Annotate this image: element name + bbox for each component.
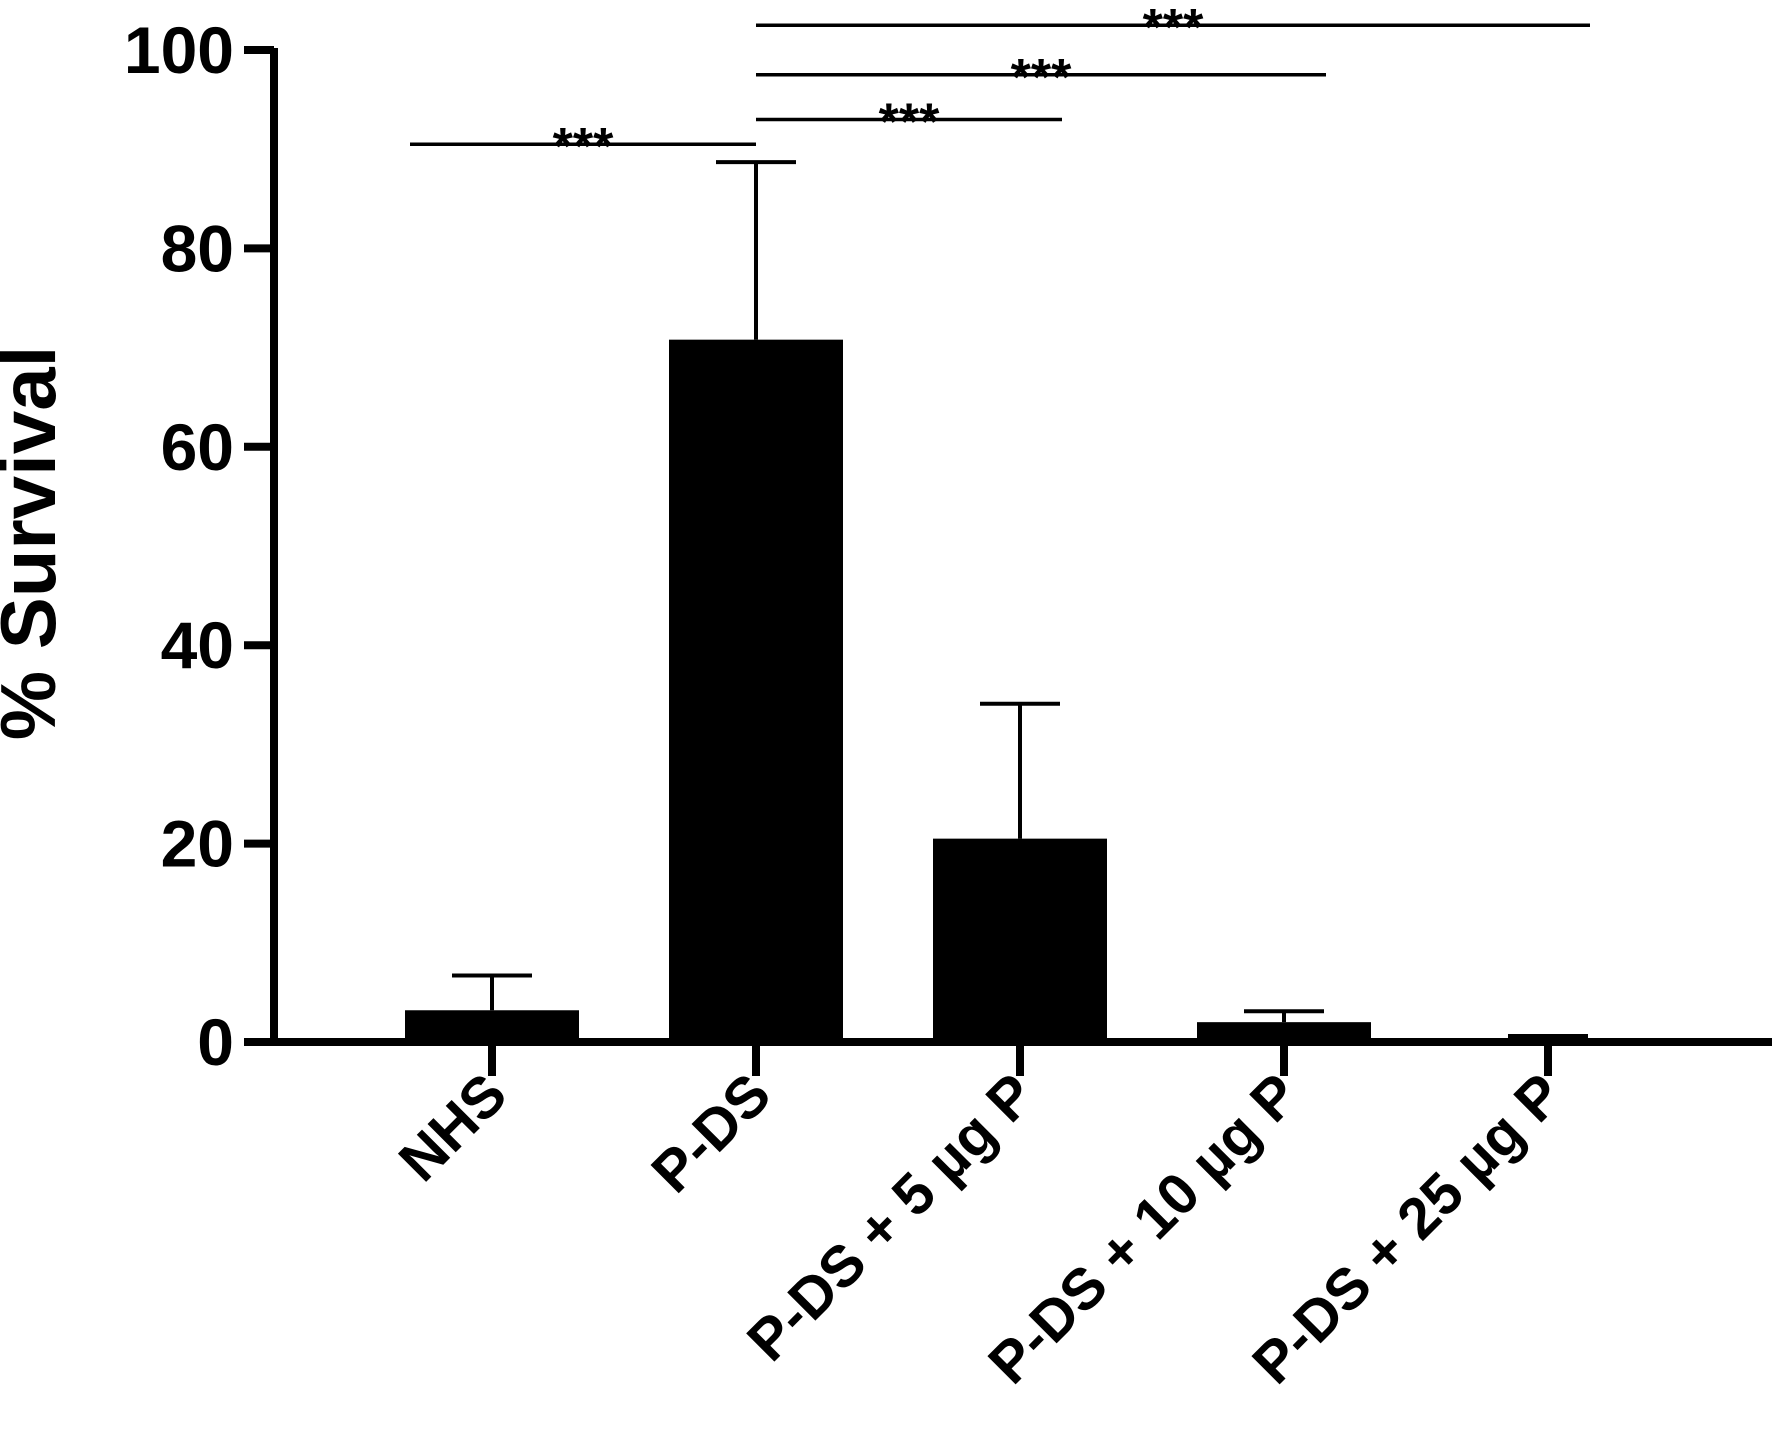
y-axis-title-group: % Survival <box>0 346 72 741</box>
x-tick-label: P-DS <box>639 1061 783 1205</box>
significance-label: *** <box>1143 0 1204 57</box>
error-bars-group <box>452 160 1588 1039</box>
bar <box>1197 1022 1371 1042</box>
significance-label: *** <box>879 93 940 151</box>
bar <box>933 838 1107 1042</box>
significance-label: *** <box>1011 49 1072 107</box>
x-tick-label: NHS <box>387 1061 520 1194</box>
bar <box>669 339 843 1042</box>
bar <box>1461 1038 1635 1042</box>
bars-group <box>405 339 1635 1042</box>
y-tick-label: 20 <box>161 807 234 881</box>
significance-label: *** <box>553 118 614 176</box>
y-tick-label: 60 <box>161 410 234 484</box>
y-tick-label: 80 <box>161 211 234 285</box>
significance-group: *** *** *** *** <box>410 0 1590 176</box>
y-axis-title: % Survival <box>0 346 72 741</box>
y-tick-label: 40 <box>161 608 234 682</box>
y-tick-label: 100 <box>124 13 234 87</box>
y-tick-label: 0 <box>197 1005 234 1079</box>
bar <box>405 1010 579 1042</box>
